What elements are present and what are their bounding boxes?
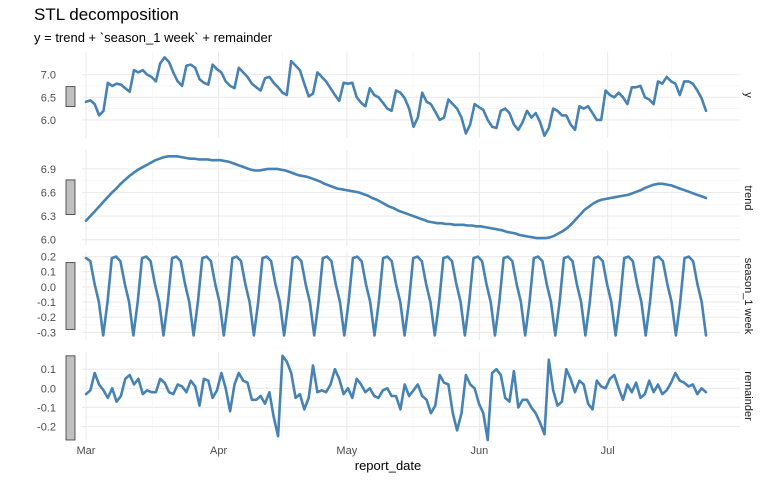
y-tick-label: 0.1 xyxy=(41,364,56,376)
x-tick-label: Mar xyxy=(77,445,96,457)
series-line-trend xyxy=(84,155,708,240)
series-line-season-1-week xyxy=(84,255,708,337)
x-tick-label: Jul xyxy=(601,445,615,457)
y-tick-label: 0.2 xyxy=(41,252,56,264)
grid-layer xyxy=(82,52,740,440)
y-tick-label: 7.0 xyxy=(41,70,56,82)
y-tick-label: 0.0 xyxy=(41,282,56,294)
y-tick-label: -0.3 xyxy=(37,327,56,339)
scale-bars xyxy=(65,86,76,441)
y-tick-label: 0.0 xyxy=(41,383,56,395)
y-tick-label: 6.3 xyxy=(41,211,56,223)
chart-title: STL decomposition xyxy=(34,5,179,24)
scale-bar xyxy=(65,262,76,330)
x-tick-label: Jun xyxy=(471,445,489,457)
series-line-remainder xyxy=(84,354,708,442)
series-line-y xyxy=(84,56,708,137)
chart-subtitle: y = trend + `season_1 week` + remainder xyxy=(34,30,273,45)
scale-bar xyxy=(65,355,76,441)
y-tick-label: 0.1 xyxy=(41,267,56,279)
panel-strip-label: y xyxy=(742,92,754,98)
panel-strip-label: remainder xyxy=(742,371,754,421)
y-tick-label: -0.1 xyxy=(37,402,56,414)
scale-bar xyxy=(65,86,76,107)
axis-labels: 7.0 6.5 6.0 y 6.9 6.6 6.3 6.0 trend 0.2 0.1 0.0 -0.1… xyxy=(37,70,754,457)
y-tick-label: -0.2 xyxy=(37,312,56,324)
x-tick-label: Apr xyxy=(210,445,227,457)
series-lines xyxy=(84,56,708,442)
panel-strip-label: season_1 week xyxy=(742,258,754,335)
y-tick-label: 6.6 xyxy=(41,187,56,199)
y-tick-label: 6.0 xyxy=(41,235,56,247)
y-tick-label: 6.5 xyxy=(41,92,56,104)
x-tick-label: May xyxy=(336,445,357,457)
y-tick-label: 6.0 xyxy=(41,115,56,127)
y-tick-label: -0.2 xyxy=(37,422,56,434)
y-tick-label: -0.1 xyxy=(37,297,56,309)
x-axis-title: report_date xyxy=(355,458,422,473)
scale-bar xyxy=(65,179,76,215)
panel-strip-label: trend xyxy=(742,185,754,210)
y-tick-label: 6.9 xyxy=(41,164,56,176)
